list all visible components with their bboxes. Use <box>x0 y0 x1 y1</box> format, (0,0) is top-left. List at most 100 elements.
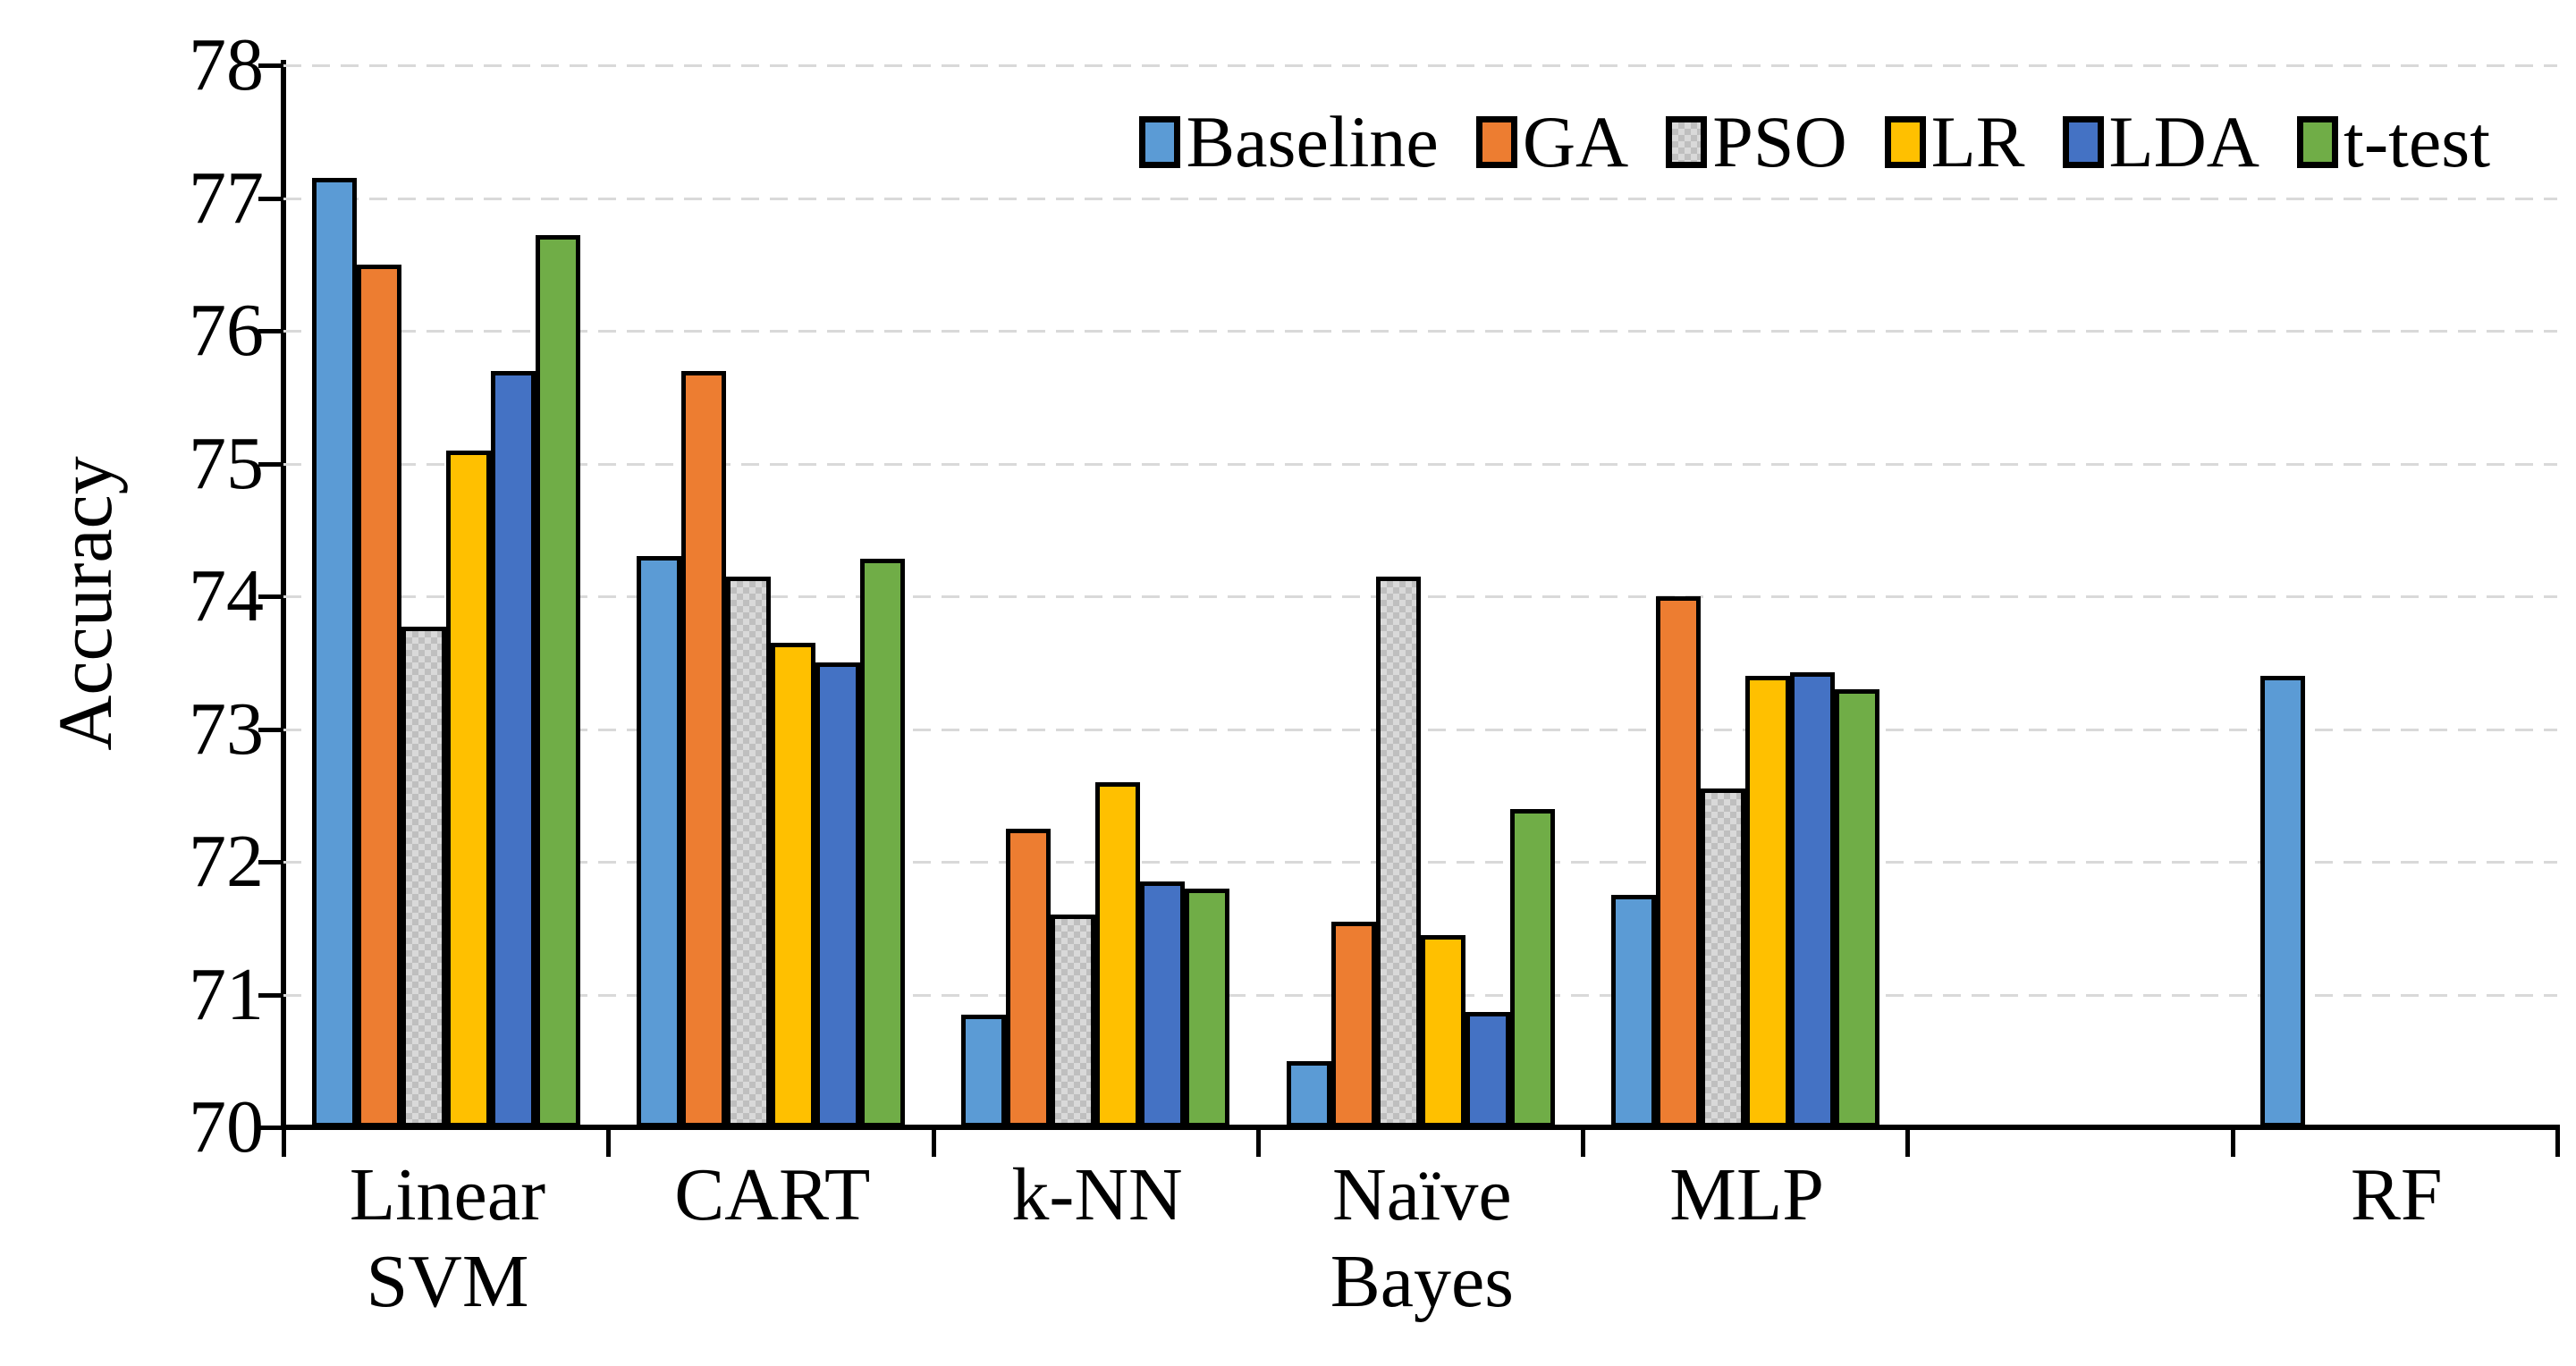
x-category-label: Linear SVM <box>283 1151 612 1325</box>
y-tick-74 <box>258 594 282 599</box>
y-tick-label-77: 77 <box>189 156 264 240</box>
gridline-77 <box>283 197 2557 200</box>
bar-ga-mlp <box>1655 596 1701 1127</box>
bar-lr-linear-svm <box>445 451 491 1127</box>
gridline-72 <box>283 861 2557 864</box>
bar-t-test-mlp <box>1834 689 1879 1127</box>
x-tick-3 <box>1255 1130 1261 1157</box>
legend-item-t-test: t-test <box>2297 100 2490 184</box>
x-tick-5 <box>1905 1130 1911 1157</box>
x-category-label-line: Linear <box>349 1153 546 1236</box>
y-tick-72 <box>258 860 282 864</box>
legend-swatch-baseline <box>1139 116 1181 168</box>
gridline-73 <box>283 728 2557 731</box>
x-tick-7 <box>2555 1130 2560 1157</box>
y-tick-label-78: 78 <box>189 23 264 106</box>
x-category-label-line: RF <box>2350 1153 2443 1236</box>
bar-baseline-mlp <box>1610 895 1656 1127</box>
legend-label: t-test <box>2344 101 2490 182</box>
bar-t-test-cart <box>859 559 905 1127</box>
legend-label: LDA <box>2108 101 2260 182</box>
y-tick-label-72: 72 <box>189 820 264 903</box>
x-axis-line <box>281 1125 2560 1130</box>
x-category-label-line: k-NN <box>1011 1153 1183 1236</box>
y-tick-label-74: 74 <box>189 554 264 637</box>
bar-ga-cart <box>680 371 726 1127</box>
bar-baseline-rf <box>2260 676 2306 1127</box>
y-tick-78 <box>258 63 282 68</box>
legend-item-lr: LR <box>1884 100 2025 184</box>
legend-item-pso: PSO <box>1666 100 1847 184</box>
bar-t-test-naïve-bayes <box>1509 809 1555 1127</box>
x-category-label: CART <box>608 1151 936 1238</box>
legend-label: LR <box>1930 101 2025 182</box>
y-tick-label-76: 76 <box>189 289 264 372</box>
bar-pso-linear-svm <box>401 627 446 1127</box>
bar-lda-mlp <box>1789 672 1835 1127</box>
bar-ga-naïve-bayes <box>1330 922 1376 1127</box>
legend: Baseline GA PSO LR LDA t-test <box>1139 100 2490 184</box>
bar-baseline-linear-svm <box>311 178 357 1127</box>
legend-label: GA <box>1522 101 1629 182</box>
bar-baseline-cart <box>636 556 681 1127</box>
x-tick-6 <box>2230 1130 2235 1157</box>
bar-lda-naïve-bayes <box>1465 1012 1510 1127</box>
bar-pso-k-nn <box>1051 915 1096 1127</box>
x-tick-1 <box>606 1130 612 1157</box>
bar-baseline-k-nn <box>961 1015 1007 1127</box>
legend-swatch-t-test <box>2297 116 2339 168</box>
bar-lda-cart <box>815 662 860 1127</box>
bar-t-test-k-nn <box>1185 889 1230 1127</box>
legend-swatch-ga <box>1475 116 1517 168</box>
y-tick-76 <box>258 329 282 333</box>
x-category-label-line: MLP <box>1669 1153 1824 1236</box>
bar-pso-naïve-bayes <box>1375 577 1421 1127</box>
y-tick-77 <box>258 196 282 201</box>
x-category-label: Naïve Bayes <box>1258 1151 1586 1325</box>
x-category-label-line: CART <box>674 1153 871 1236</box>
gridline-78 <box>283 64 2557 67</box>
legend-label: PSO <box>1712 101 1847 182</box>
x-category-label-line: SVM <box>366 1240 529 1323</box>
y-axis-line <box>281 60 286 1130</box>
x-tick-2 <box>931 1130 936 1157</box>
y-tick-label-75: 75 <box>189 421 264 505</box>
bar-t-test-linear-svm <box>535 235 580 1127</box>
y-tick-label-70: 70 <box>189 1085 264 1168</box>
y-tick-75 <box>258 461 282 467</box>
plot-area <box>283 64 2557 1127</box>
bar-ga-linear-svm <box>356 265 401 1127</box>
x-tick-0 <box>282 1130 286 1157</box>
legend-swatch-lr <box>1884 116 1926 168</box>
y-tick-71 <box>258 992 282 998</box>
y-tick-73 <box>258 727 282 732</box>
x-category-label-line: Bayes <box>1330 1240 1514 1323</box>
gridline-74 <box>283 595 2557 598</box>
gridline-75 <box>283 462 2557 466</box>
y-tick-70 <box>258 1126 282 1130</box>
bar-pso-cart <box>725 577 771 1127</box>
bar-lr-k-nn <box>1095 782 1141 1127</box>
bar-ga-k-nn <box>1006 829 1052 1127</box>
bar-lda-k-nn <box>1140 881 1186 1127</box>
bar-baseline-naïve-bayes <box>1286 1061 1331 1127</box>
x-tick-4 <box>1581 1130 1586 1157</box>
bar-lda-linear-svm <box>490 371 536 1127</box>
legend-item-ga: GA <box>1475 100 1629 184</box>
bar-lr-cart <box>770 643 815 1127</box>
y-tick-label-71: 71 <box>189 952 264 1036</box>
x-category-label: RF <box>2233 1151 2561 1238</box>
legend-item-baseline: Baseline <box>1139 100 1439 184</box>
bar-lr-mlp <box>1744 676 1790 1127</box>
x-category-label: MLP <box>1583 1151 1911 1238</box>
legend-label: Baseline <box>1186 101 1439 182</box>
gridline-76 <box>283 330 2557 333</box>
legend-swatch-lda <box>2062 116 2104 168</box>
bar-pso-mlp <box>1700 788 1745 1127</box>
x-category-label-line: Naïve <box>1332 1153 1512 1236</box>
y-tick-label-73: 73 <box>189 687 264 771</box>
legend-swatch-pso <box>1666 116 1708 168</box>
x-category-label: k-NN <box>933 1151 1262 1238</box>
legend-item-lda: LDA <box>2062 100 2260 184</box>
